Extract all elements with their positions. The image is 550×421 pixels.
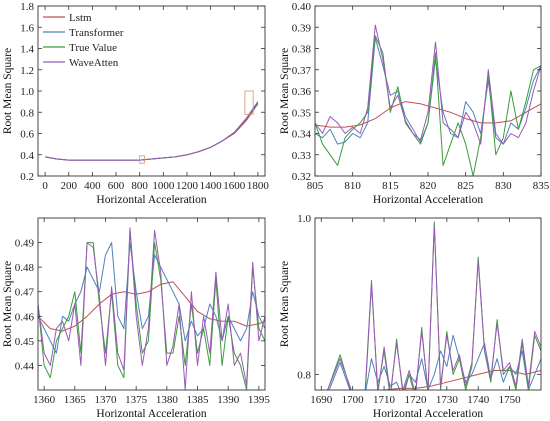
y-tick-label: 1.0	[297, 213, 311, 225]
y-tick-label: 1.4	[20, 44, 34, 56]
x-tick-label: 1000	[152, 180, 175, 192]
series-line-transformer	[328, 334, 541, 390]
series-line-transformer	[315, 37, 541, 145]
legend-entry: Transformer	[69, 27, 124, 39]
chart-panel-top-right: 805 810 815 820 825 830 835 0.32 0.33 0.34 0.35 0.3…	[279, 1, 550, 206]
x-tick-label: 1395	[248, 394, 271, 406]
y-axis-label: Root Mean Square	[2, 261, 14, 347]
x-tick-label: 1600	[223, 180, 246, 192]
x-tick-label: 825	[457, 180, 474, 192]
y-tick-label: 0.48	[15, 262, 35, 274]
y-tick-label: 0.8	[297, 369, 311, 381]
y-tick-label: 0.47	[15, 287, 35, 299]
x-tick-label: 1700	[342, 394, 365, 406]
x-tick-label: 0	[42, 180, 48, 192]
y-tick-label: 1.2	[20, 65, 34, 77]
y-tick-label: 0.33	[292, 150, 312, 162]
plot-frame	[314, 217, 542, 391]
x-tick-label: 600	[108, 180, 125, 192]
series-line-waveatten	[45, 101, 259, 161]
x-tick-label: 830	[495, 180, 512, 192]
x-tick-label: 200	[60, 180, 77, 192]
plot-area	[38, 227, 265, 390]
y-tick-label: 1.0	[20, 86, 34, 98]
series-line-lstm	[315, 101, 541, 128]
plot-frame	[314, 5, 542, 177]
y-tick-label: 1.6	[20, 22, 34, 34]
chart-panel-top-left: 0 200 400 600 800 1000 1200 1400 1600 1800 0.2 0.4 0…	[2, 1, 269, 206]
x-tick-label: 1800	[247, 180, 270, 192]
y-tick-label: 0.37	[292, 65, 312, 77]
chart-panel-bottom-right: 1690 1700 1710 1720 1730 1740 1750 0.8 1.0 Horizo…	[279, 213, 542, 420]
series-line-transformer	[45, 102, 259, 161]
x-tick-label: 400	[84, 180, 101, 192]
y-tick-label: 0.32	[292, 171, 311, 183]
y-tick-label: 0.34	[292, 129, 312, 141]
y-tick-label: 0.44	[15, 360, 35, 372]
series-line-waveatten	[315, 24, 541, 145]
x-tick-label: 1750	[499, 394, 522, 406]
legend-entry: Lstm	[69, 12, 92, 24]
x-tick-label: 1380	[156, 394, 179, 406]
x-tick-label: 810	[344, 180, 361, 192]
chart-panel-bottom-left: 1360 1365 1370 1375 1380 1385 1390 1395 0.44 0.45…	[2, 217, 271, 420]
y-axis-label: Root Mean Square	[279, 48, 291, 134]
y-tick-label: 0.35	[292, 107, 312, 119]
x-axis-label: Horizontal Acceleration	[96, 194, 206, 206]
x-tick-label: 1360	[33, 394, 56, 406]
x-tick-label: 1385	[187, 394, 210, 406]
legend: Lstm Transformer True Value WaveAtten	[43, 12, 124, 69]
x-tick-label: 835	[533, 180, 550, 192]
legend-entry: WaveAtten	[69, 57, 119, 69]
y-tick-label: 0.2	[20, 171, 34, 183]
x-tick-label: 1720	[404, 394, 427, 406]
x-tick-label: 1365	[64, 394, 87, 406]
plot-area	[45, 101, 259, 161]
x-tick-label: 1400	[200, 180, 223, 192]
x-tick-label: 1375	[125, 394, 148, 406]
y-tick-label: 0.36	[292, 86, 312, 98]
plot-frame	[37, 217, 266, 391]
x-axis-label: Horizontal Acceleration	[373, 408, 483, 420]
x-tick-label: 1710	[373, 394, 396, 406]
series-line-true-value	[38, 229, 265, 390]
series-line-true-value	[315, 35, 541, 176]
x-tick-label: 805	[307, 180, 324, 192]
legend-entry: True Value	[69, 42, 117, 54]
plot-area	[325, 221, 541, 390]
x-tick-label: 1740	[467, 394, 490, 406]
zoom-box	[139, 155, 145, 164]
x-tick-label: 1200	[176, 180, 199, 192]
series-line-lstm	[45, 103, 259, 161]
series-line-waveatten	[38, 227, 265, 390]
x-tick-label: 1390	[217, 394, 240, 406]
y-tick-label: 1.8	[20, 1, 34, 13]
series-line-lstm	[379, 370, 541, 390]
x-tick-label: 1690	[310, 394, 333, 406]
y-axis-label: Root Mean Square	[279, 261, 291, 347]
y-tick-label: 0.38	[292, 44, 312, 56]
y-tick-label: 0.49	[15, 238, 35, 250]
y-tick-label: 0.6	[20, 129, 34, 141]
y-tick-label: 0.46	[15, 311, 35, 323]
y-axis-label: Root Mean Square	[2, 48, 14, 134]
y-tick-label: 0.45	[15, 336, 35, 348]
x-tick-label: 1370	[94, 394, 117, 406]
y-tick-label: 0.4	[20, 150, 34, 162]
plot-area	[315, 24, 541, 176]
y-tick-label: 0.8	[20, 107, 34, 119]
x-axis-label: Horizontal Acceleration	[96, 408, 206, 420]
zoom-box	[244, 90, 254, 115]
x-tick-label: 1730	[436, 394, 459, 406]
x-tick-label: 820	[420, 180, 437, 192]
x-tick-label: 800	[131, 180, 148, 192]
series-line-waveatten	[325, 225, 541, 390]
y-tick-label: 0.39	[292, 22, 312, 34]
x-axis-label: Horizontal Acceleration	[373, 194, 483, 206]
y-tick-label: 0.40	[292, 1, 312, 13]
series-line-true-value	[45, 101, 259, 161]
x-tick-label: 815	[382, 180, 399, 192]
